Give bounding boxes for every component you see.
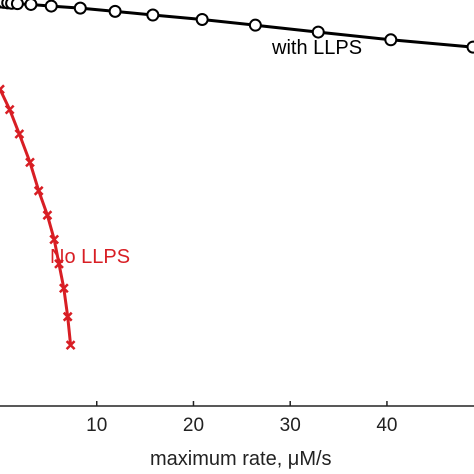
data-point-no-llps <box>42 210 53 221</box>
data-point-with-llps <box>248 18 262 32</box>
data-point-with-llps <box>73 1 87 15</box>
data-point-with-llps <box>44 0 58 13</box>
data-point-no-llps <box>25 157 35 168</box>
data-point-with-llps <box>311 25 325 39</box>
data-point-no-llps <box>58 283 69 294</box>
data-point-no-llps <box>4 104 15 115</box>
series-label-no-llps: No LLPS <box>50 246 130 268</box>
x-tick-label: 10 <box>86 415 107 436</box>
series-label-with-llps: with LLPS <box>271 37 362 59</box>
data-point-no-llps <box>33 185 44 196</box>
x-tick-label: 30 <box>280 415 301 436</box>
data-point-with-llps <box>466 40 474 54</box>
x-tick-label: 40 <box>376 415 397 436</box>
data-point-no-llps <box>49 234 60 245</box>
data-point-no-llps <box>62 311 73 322</box>
data-point-with-llps <box>146 8 160 22</box>
series-layer <box>0 0 474 350</box>
data-point-no-llps <box>65 340 76 350</box>
axes: 10 20 30 40 <box>0 401 474 436</box>
data-point-with-llps <box>195 12 209 26</box>
data-point-no-llps <box>0 84 5 95</box>
x-tick-label: 20 <box>183 415 204 436</box>
series-line-with-llps <box>0 0 474 49</box>
series-line-no-llps <box>0 88 73 346</box>
data-point-no-llps <box>54 259 64 269</box>
data-point-no-llps <box>14 129 25 139</box>
data-point-with-llps <box>384 33 398 47</box>
labels: with LLPS No LLPS maximum rate, μM/s <box>50 37 362 470</box>
x-axis-label: maximum rate, μM/s <box>150 448 332 470</box>
data-point-with-llps <box>24 0 38 11</box>
data-point-with-llps <box>10 0 24 11</box>
data-point-with-llps <box>108 4 122 18</box>
